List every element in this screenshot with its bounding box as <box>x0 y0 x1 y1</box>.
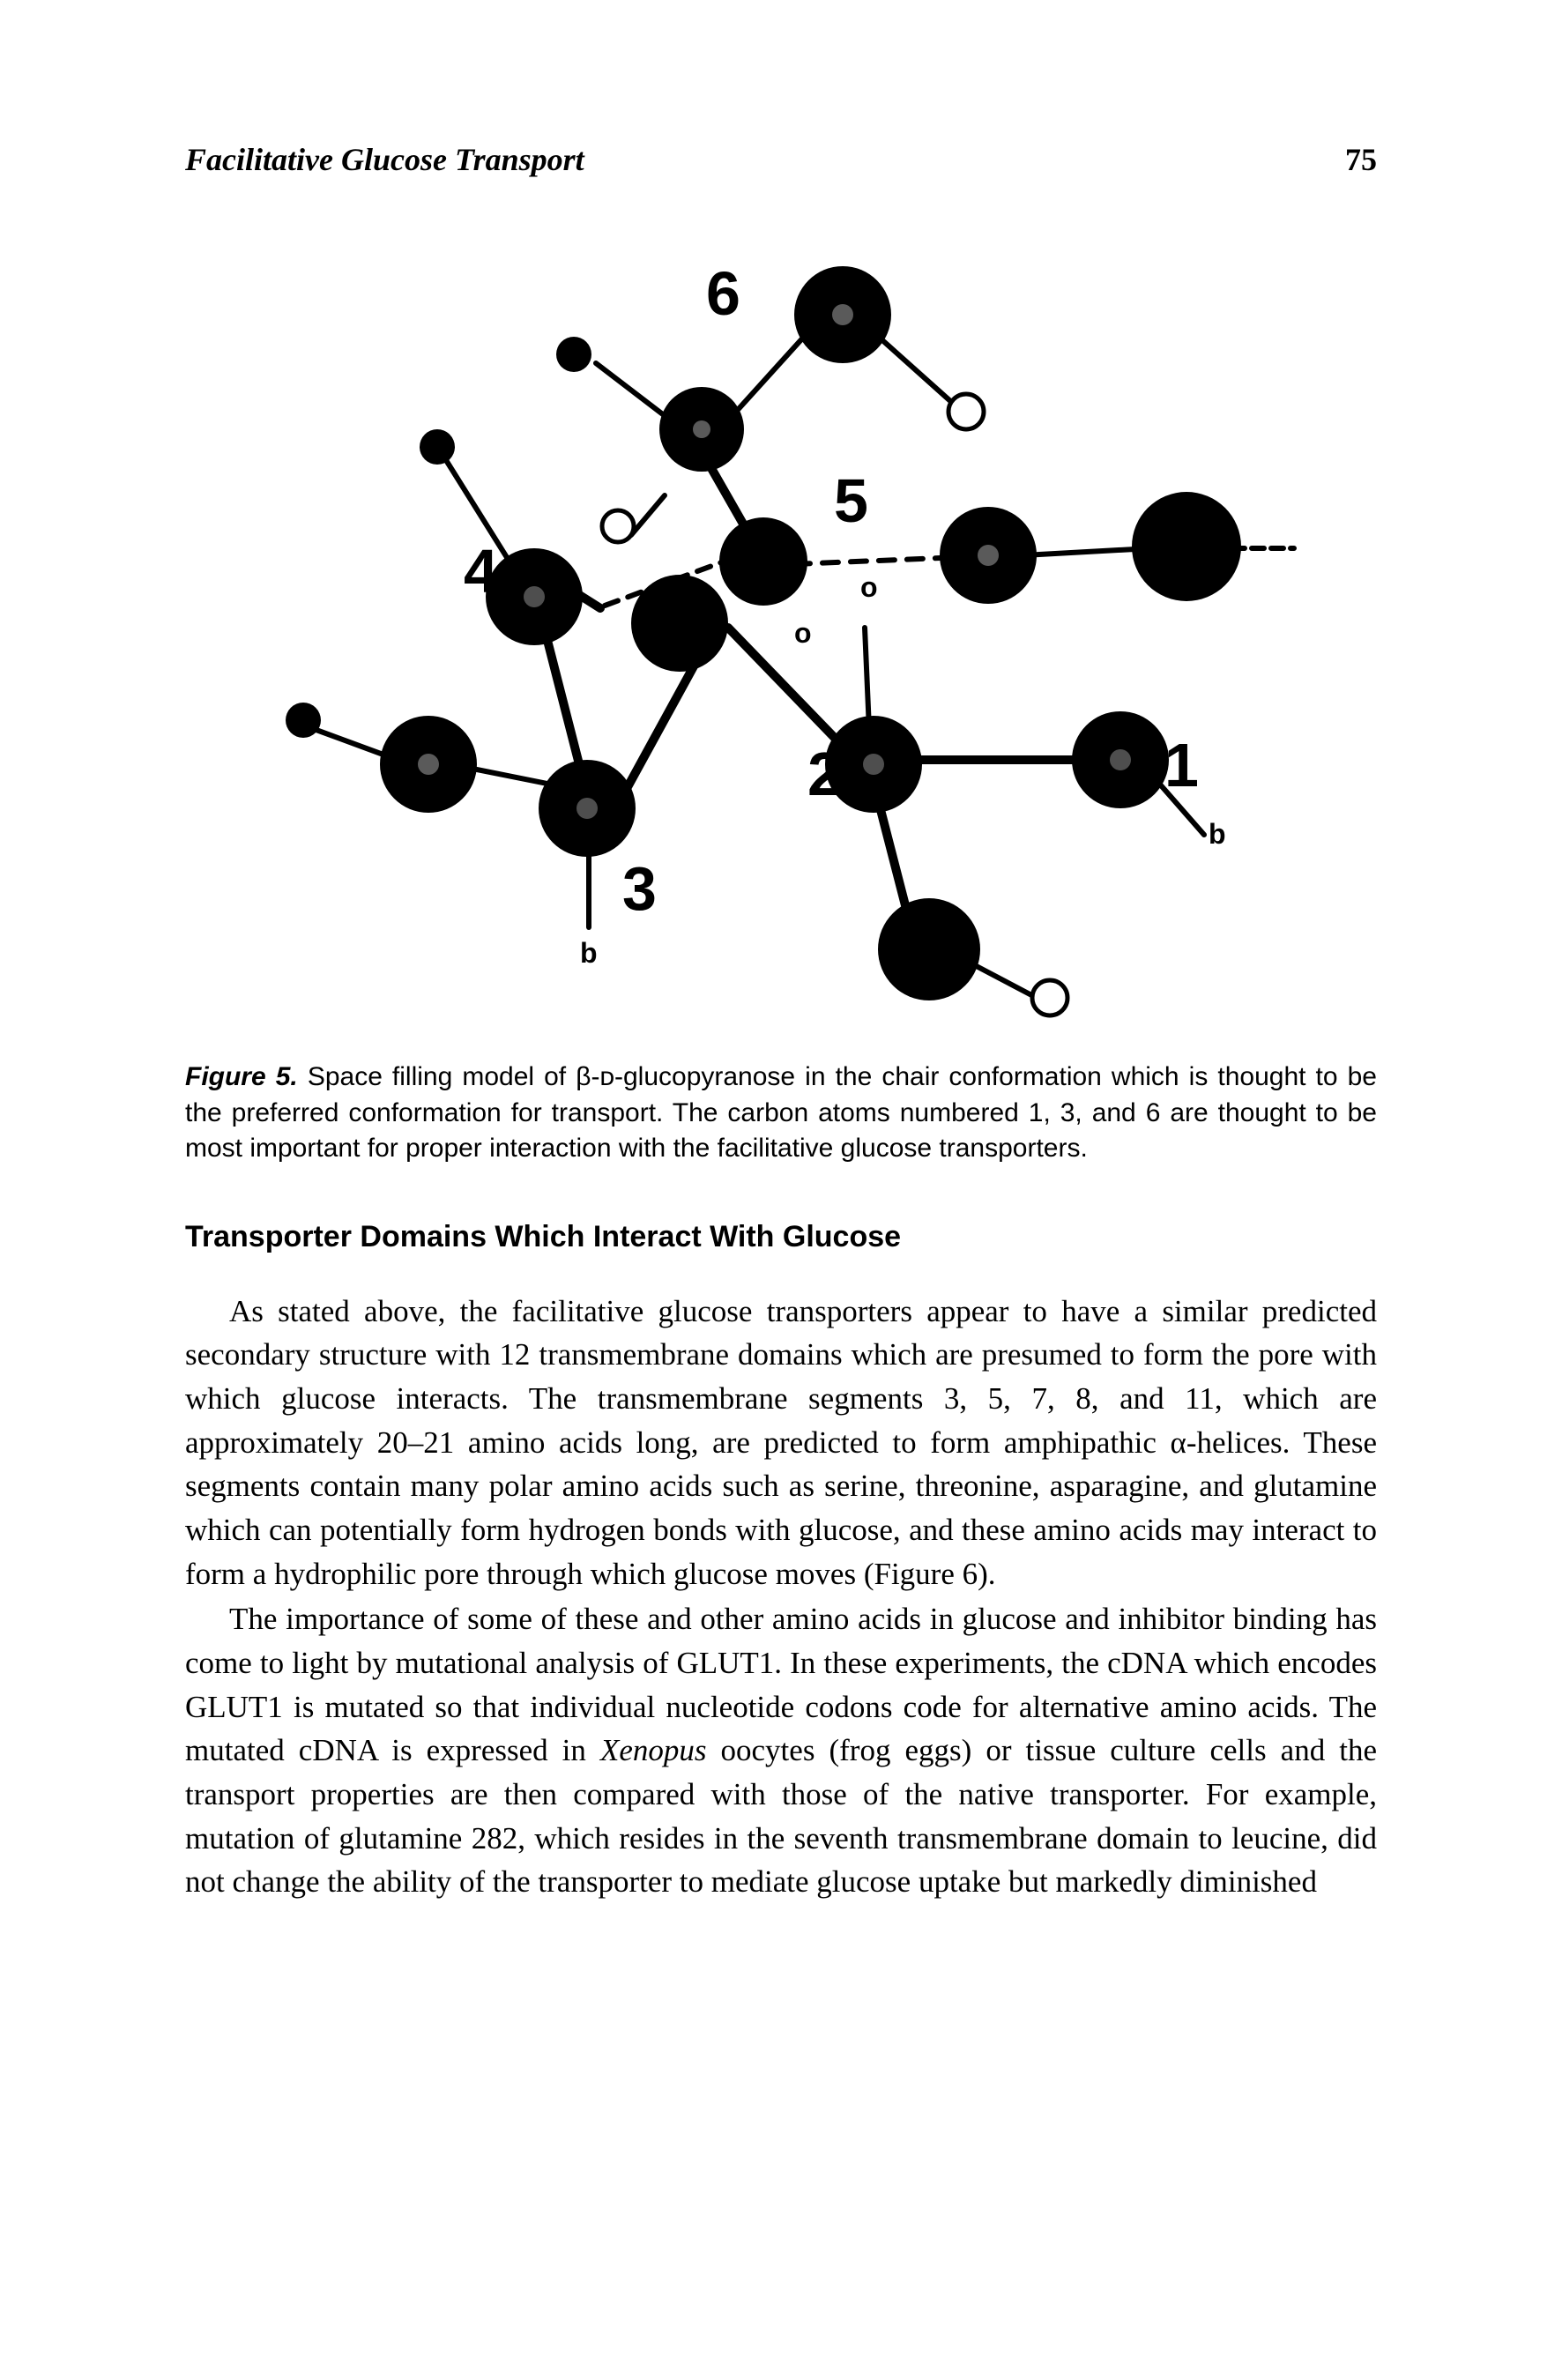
svg-text:6: 6 <box>706 259 740 328</box>
svg-text:3: 3 <box>622 854 657 923</box>
paragraph-2: The importance of some of these and othe… <box>185 1597 1377 1904</box>
figure-5-caption-body: Space filling model of β-ᴅ-glucopyranose… <box>185 1062 1377 1163</box>
page: Facilitative Glucose Transport 75 6 5 4 1 2 3… <box>0 0 1562 2380</box>
paragraph-1: As stated above, the facilitative glucos… <box>185 1290 1377 1596</box>
figure-5: 6 5 4 1 2 3 o o b b <box>185 231 1377 1024</box>
svg-text:5: 5 <box>834 466 868 535</box>
svg-text:1: 1 <box>1164 731 1199 800</box>
figure-5-label: Figure 5. <box>185 1062 298 1091</box>
paragraph-2-italic: Xenopus <box>600 1733 707 1767</box>
svg-text:4: 4 <box>464 537 498 606</box>
running-head: Facilitative Glucose Transport <box>185 141 584 178</box>
svg-text:b: b <box>580 937 598 969</box>
svg-text:b: b <box>1209 818 1226 850</box>
svg-text:o: o <box>860 571 878 603</box>
page-header: Facilitative Glucose Transport 75 <box>185 141 1377 178</box>
section-title: Transporter Domains Which Interact With … <box>185 1220 1377 1254</box>
svg-text:2: 2 <box>807 740 842 808</box>
body-text: As stated above, the facilitative glucos… <box>185 1290 1377 1905</box>
figure-5-svg: 6 5 4 1 2 3 o o b b <box>261 231 1301 1024</box>
figure-5-caption: Figure 5. Space filling model of β-ᴅ-glu… <box>185 1060 1377 1167</box>
svg-text:o: o <box>794 617 812 649</box>
page-number: 75 <box>1345 141 1377 178</box>
